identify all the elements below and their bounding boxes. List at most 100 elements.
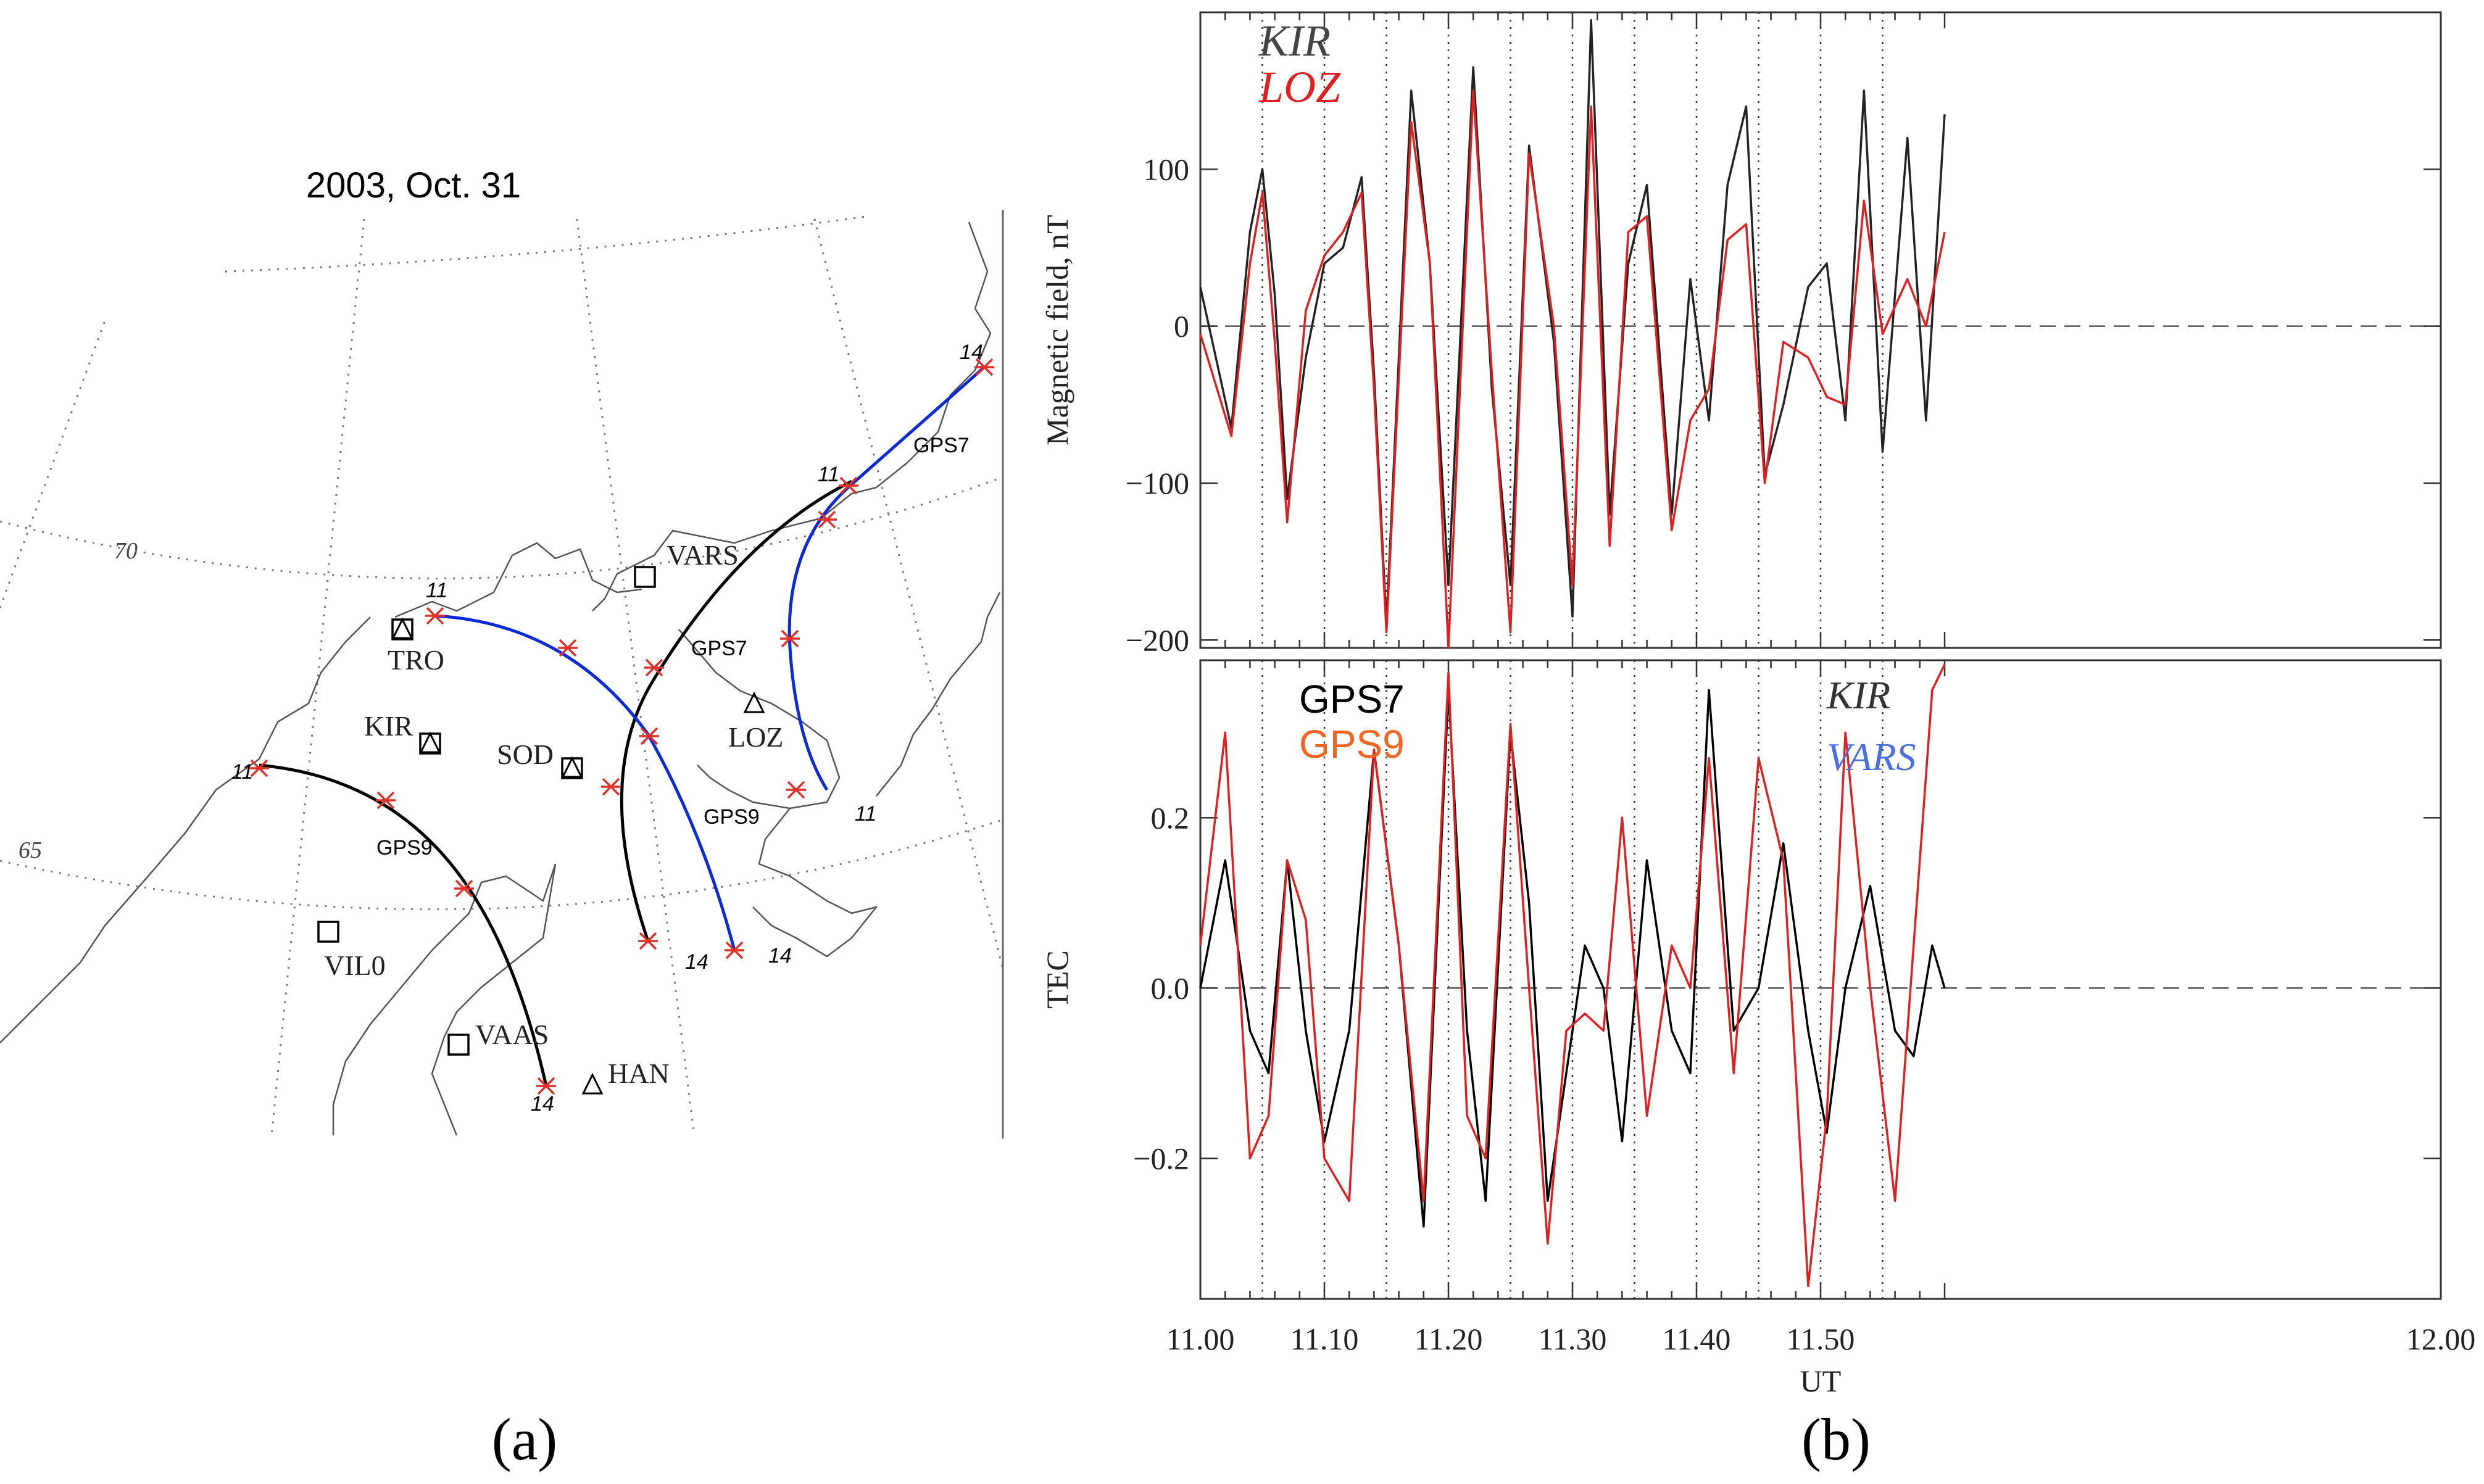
station-vars-square [634,566,656,588]
graticule-line [225,215,871,273]
legend-kir: KIR [1826,673,1890,717]
station-kir-triangle [419,731,441,753]
satellite-track-gps9 [434,614,736,951]
lat-label-70: 70 [114,538,138,564]
stations: VARS TRO KIR SOD LOZ VIL0 VAAS HAN [317,539,783,1095]
track-marker [780,629,800,648]
coast-segment [431,863,557,1136]
x-tick-label: 11.10 [1290,1322,1359,1356]
x-tick-label: 11.40 [1663,1322,1731,1356]
series-line-loz [1199,89,1946,649]
coast-segment [332,863,557,1135]
station-tro-square [391,618,413,640]
track-marker [454,879,474,898]
track-marker [536,1077,556,1095]
station-kir-square [419,732,441,755]
coast-segment [876,592,1001,797]
x-tick-label: 11.20 [1414,1322,1483,1356]
track-start-label: 11 [855,802,876,826]
track-start-label: 11 [426,579,447,602]
station-vil0-label: VIL0 [324,950,386,981]
graticule-line [0,819,1000,911]
plot-frame-top [1199,11,2442,649]
legend-gps9: GPS9 [1299,722,1405,766]
coast-segment [678,629,841,810]
station-kir-label: KIR [364,710,413,742]
graticule-line [576,218,696,1136]
legend-vars: VARS [1827,735,1916,779]
x-tick-label: 11.30 [1539,1322,1607,1356]
y-tick-label: 0.2 [1151,800,1190,835]
satellite-track-gps7 [787,366,986,791]
map-graticule [0,210,1004,1138]
track-label: GPS9 [376,836,433,860]
y-tick-label: 100 [1143,152,1189,186]
station-loz-label: LOZ [728,721,783,753]
track-label: GPS7 [913,434,970,457]
track-end-label: 14 [531,1092,554,1116]
satellite-track-gps7 [620,479,853,942]
coast-segment [752,808,878,958]
coast-segment [394,542,642,618]
station-loz-triangle [743,691,765,713]
track-marker [639,727,659,745]
track-marker [249,759,269,777]
graticule-line [813,218,1004,969]
graticule-line [270,218,365,1136]
station-vil0-square [317,921,339,943]
track-marker [601,777,621,796]
track-marker [638,932,658,950]
map-title: 2003, Oct. 31 [306,165,521,205]
station-sod-triangle [561,756,583,778]
station-vaas-label: VAAS [475,1019,549,1050]
coast-segment [0,616,371,1043]
track-marker [974,358,994,376]
legend-loz: LOZ [1258,62,1341,112]
y-tick-label: 0 [1174,309,1189,344]
track-start-label: 11 [231,760,253,784]
panel-label-b: (b) [1801,1406,1871,1472]
track-end-label: 14 [960,341,983,364]
track-marker [644,658,664,677]
y-axis-label: Magnetic field, nT [1040,215,1074,446]
station-tro-label: TRO [388,644,444,676]
station-sod-label: SOD [497,739,554,770]
graticule-line [0,320,106,608]
series-line-gps9 [1199,664,1946,1288]
series-line-kir [1199,19,1946,626]
track-marker [817,510,837,529]
graticule-line [0,477,1000,579]
y-tick-label: −100 [1126,466,1189,500]
lat-label-65: 65 [19,837,42,863]
y-axis-label: TEC [1040,950,1074,1008]
x-tick-label: 11.00 [1166,1322,1235,1356]
station-tro-triangle [391,617,413,639]
track-label: GPS7 [691,637,747,660]
track-marker [786,781,806,799]
y-tick-label: 0.0 [1151,971,1190,1005]
station-han-label: HAN [608,1058,670,1089]
coastline [0,222,1001,1136]
track-start-label: 11 [818,463,839,486]
x-tick-label: 12.00 [2406,1322,2476,1356]
track-marker [558,639,578,657]
y-tick-label: −200 [1126,623,1189,657]
track-marker [376,791,396,810]
x-tick-label: 11.50 [1787,1322,1855,1356]
station-han-triangle [581,1072,604,1095]
track-end-label: 14 [685,950,708,974]
track-marker [725,941,744,960]
satellite-tracks: GPS9 11 14 GPS7 11 14 GPS9 11 14 GPS7 11 14 [231,341,994,1116]
x-axis-label: UT [1800,1364,1842,1398]
track-end-label: 14 [768,944,792,968]
y-tick-label: −0.2 [1133,1141,1189,1175]
track-marker [839,476,858,495]
coast-segment [592,222,992,611]
legend-kir: KIR [1258,16,1331,65]
track-marker [425,607,445,625]
station-vaas-square [447,1034,470,1056]
tec-plot: −0.2 0.0 0.2 TEC 11.00 11.10 11.20 11.30 11.40 11… [1040,659,2476,1398]
track-label: GPS9 [704,805,760,829]
